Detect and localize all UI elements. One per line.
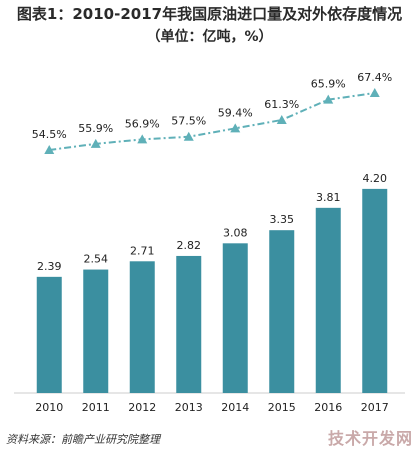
- x-tick-2014: 2014: [221, 401, 249, 414]
- x-tick-2015: 2015: [268, 401, 296, 414]
- line-point-2013: [183, 131, 194, 141]
- line-label-2017: 67.4%: [357, 71, 392, 84]
- line-point-2017: [369, 88, 380, 97]
- source-note: 资料来源：前瞻产业研究院整理: [6, 433, 160, 446]
- line-label-2015: 61.3%: [264, 98, 299, 111]
- line-point-2011: [90, 138, 101, 148]
- bar-label-2015: 3.35: [270, 213, 295, 226]
- x-tick-2017: 2017: [361, 401, 389, 414]
- bar-2012: [129, 261, 155, 393]
- line-label-2016: 65.9%: [311, 78, 346, 91]
- line-label-2010: 54.5%: [32, 128, 67, 141]
- bar-2011: [83, 269, 109, 393]
- dependency-line: [49, 92, 375, 151]
- x-tick-2010: 2010: [35, 401, 63, 414]
- x-tick-2011: 2011: [82, 401, 110, 414]
- chart-title: 图表1：2010-2017年我国原油进口量及对外依存度情况: [16, 5, 403, 23]
- line-label-2011: 55.9%: [78, 122, 113, 135]
- line-point-2014: [230, 123, 241, 133]
- bar-2013: [176, 255, 202, 393]
- line-label-2012: 56.9%: [125, 117, 160, 130]
- line-label-2013: 57.5%: [171, 115, 206, 128]
- bar-2016: [315, 207, 341, 393]
- chart-subtitle: （单位：亿吨，%）: [146, 29, 273, 45]
- bar-2017: [362, 188, 388, 393]
- bar-2010: [36, 276, 62, 393]
- bar-label-2017: 4.20: [363, 172, 388, 185]
- bar-label-2011: 2.54: [84, 253, 109, 266]
- line-label-2014: 59.4%: [218, 106, 253, 119]
- bar-label-2016: 3.81: [316, 191, 341, 204]
- bar-2014: [222, 243, 248, 393]
- line-point-2010: [44, 145, 55, 154]
- bar-label-2012: 2.71: [130, 244, 155, 257]
- x-tick-2012: 2012: [128, 401, 156, 414]
- bar-label-2014: 3.08: [223, 226, 248, 239]
- line-point-2012: [137, 134, 148, 144]
- x-tick-2013: 2013: [175, 401, 203, 414]
- line-point-2016: [323, 94, 334, 104]
- bar-label-2013: 2.82: [177, 239, 202, 252]
- bar-label-2010: 2.39: [37, 260, 62, 273]
- x-tick-2016: 2016: [314, 401, 342, 414]
- watermark: 技术开发网: [327, 429, 413, 448]
- bar-2015: [269, 230, 295, 393]
- line-point-2015: [276, 114, 287, 124]
